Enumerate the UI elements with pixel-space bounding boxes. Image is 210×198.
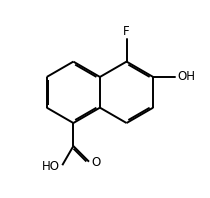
Text: HO: HO [42,160,60,173]
Text: OH: OH [177,70,195,84]
Text: F: F [123,25,130,38]
Text: O: O [91,156,101,169]
